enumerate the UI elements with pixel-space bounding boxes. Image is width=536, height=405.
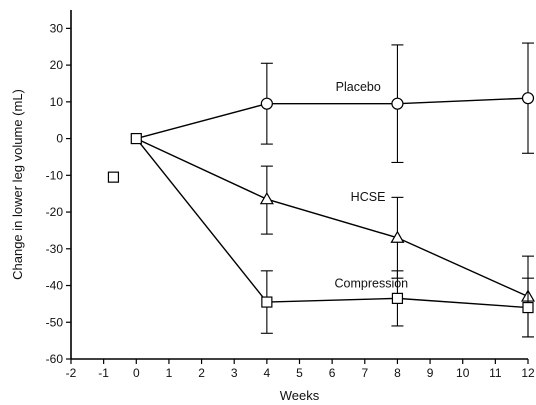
y-tick-label: 30 [50, 21, 64, 35]
data-point [521, 92, 535, 105]
x-tick-label: 6 [329, 366, 336, 380]
y-tick-label: -50 [46, 315, 64, 329]
y-axis-title: Change in lower leg volume (mL) [10, 89, 25, 280]
y-tick-label: 10 [50, 95, 64, 109]
series-line [135, 138, 529, 309]
y-tick-label: -60 [46, 352, 64, 366]
series-label: Placebo [336, 80, 381, 94]
x-tick-label: 11 [489, 366, 502, 380]
series-label: HCSE [351, 190, 386, 204]
series-hcse: HCSE [135, 137, 536, 338]
y-tick-label: -30 [46, 242, 64, 256]
axes: -2 -1 0 1 2 3 4 5 6 7 8 9 10 11 123020100-10-20-30-40-… [46, 10, 535, 380]
series-label: Compression [334, 276, 408, 290]
series-layer: Placebo HCSE Compression [107, 42, 536, 338]
data-point [391, 97, 404, 110]
data-point [260, 97, 273, 110]
x-tick-label: -1 [98, 366, 109, 380]
y-tick-label: -20 [46, 205, 64, 219]
x-tick-label: 10 [456, 366, 470, 380]
x-tick-label: 8 [394, 366, 401, 380]
x-tick-label: 5 [296, 366, 303, 380]
series-line [135, 137, 529, 298]
y-tick-label: 0 [56, 132, 63, 146]
series-placebo: Placebo [136, 42, 535, 164]
x-tick-label: 3 [231, 366, 238, 380]
y-tick-label: -10 [46, 168, 64, 182]
x-tick-label: 9 [427, 366, 434, 380]
data-point [390, 230, 405, 243]
x-tick-label: 0 [133, 366, 140, 380]
series-line [136, 97, 529, 140]
x-tick-label: 4 [264, 366, 271, 380]
origin-data-point [130, 132, 142, 145]
x-tick-label: 2 [198, 366, 205, 380]
x-tick-label: 7 [361, 366, 368, 380]
x-tick-label: -2 [66, 366, 77, 380]
x-tick-label: 1 [166, 366, 173, 380]
y-tick-label: -40 [46, 279, 64, 293]
series-compression: Compression [135, 138, 534, 338]
x-axis-title: Weeks [280, 388, 320, 403]
data-point [391, 292, 404, 304]
data-point [522, 301, 534, 314]
data-point [259, 191, 274, 205]
y-tick-label: 20 [50, 58, 64, 72]
data-point [261, 296, 273, 308]
x-tick-label: 12 [521, 366, 535, 380]
baseline-data-point [107, 171, 120, 183]
